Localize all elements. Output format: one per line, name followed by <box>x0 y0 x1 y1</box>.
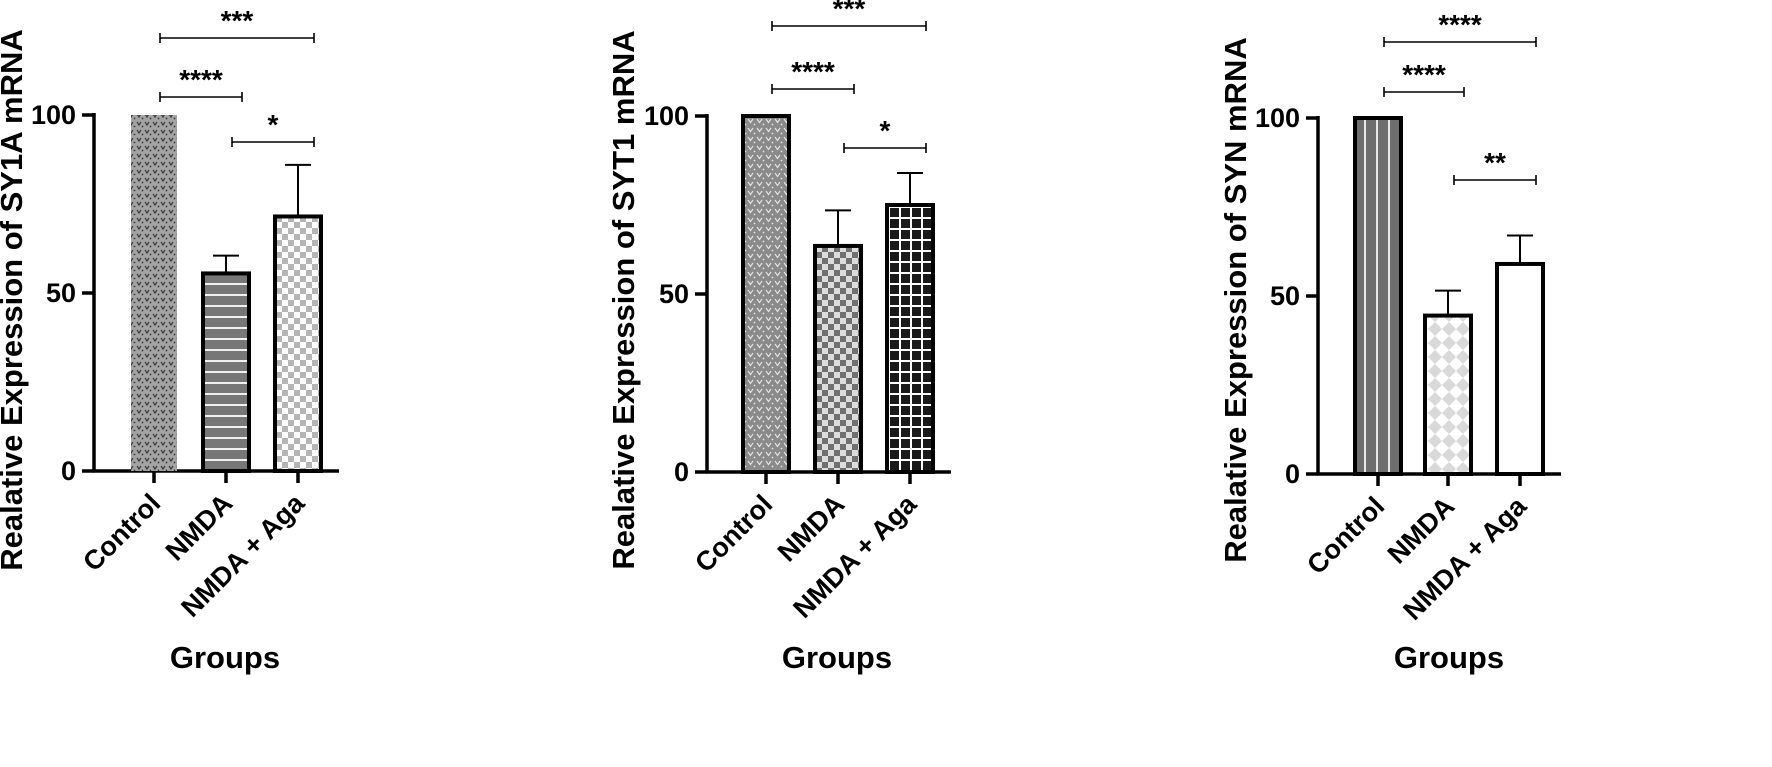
x-axis-title: Groups <box>1394 640 1504 675</box>
chart-panel-syt1: Realative Expression of SYT1 mRNA Groups… <box>606 0 951 675</box>
bar-control <box>741 114 791 474</box>
y-axis-title: Realative Expression of SYN mRNA <box>1218 37 1253 562</box>
y-tick-label: 50 <box>659 279 689 309</box>
y-tick-label: 100 <box>644 101 689 131</box>
significance-bracket <box>231 137 315 147</box>
significance-label: *** <box>833 0 866 24</box>
chart-panel-sy1a: Realative Expression of SY1A mRNA Groups… <box>0 5 339 675</box>
x-category-label: Control <box>1301 491 1390 580</box>
chart-panel-syn: Realative Expression of SYN mRNA Groups … <box>1218 9 1561 675</box>
significance-bracket <box>159 92 243 102</box>
bar-nmda <box>813 243 863 474</box>
significance-label: **** <box>791 56 835 87</box>
significance-bracket <box>1383 87 1465 97</box>
x-axis-title: Groups <box>782 640 892 675</box>
significance-label: **** <box>179 64 223 95</box>
bar-control <box>131 115 177 471</box>
y-tick-label: 0 <box>61 456 76 486</box>
significance-bracket <box>159 33 315 43</box>
significance-label: **** <box>1402 59 1446 90</box>
bar-nmda-aga <box>885 203 935 474</box>
y-tick-label: 50 <box>46 278 76 308</box>
y-tick-label: 0 <box>674 457 689 487</box>
significance-label: ** <box>1484 147 1506 178</box>
significance-bracket <box>843 143 927 153</box>
y-tick-label: 100 <box>31 100 76 130</box>
y-axis-title: Realative Expression of SYT1 mRNA <box>606 30 641 569</box>
bar-nmda-aga <box>273 214 323 473</box>
significance-bracket <box>771 84 855 94</box>
x-category-label: Control <box>77 488 166 577</box>
bar-nmda-aga <box>1495 261 1545 476</box>
significance-label: **** <box>1438 9 1482 40</box>
bar-nmda <box>1423 313 1473 476</box>
significance-bracket <box>771 21 927 31</box>
y-tick-label: 0 <box>1285 459 1300 489</box>
x-category-label: NMDA + Aga <box>175 487 311 623</box>
y-tick-label: 100 <box>1255 103 1300 133</box>
significance-label: *** <box>221 5 254 36</box>
x-category-label: Control <box>689 489 778 578</box>
significance-bracket <box>1383 37 1537 47</box>
significance-label: * <box>880 115 891 146</box>
significance-bracket <box>1453 175 1537 185</box>
x-category-label: NMDA + Aga <box>787 488 923 624</box>
y-tick-label: 50 <box>1270 281 1300 311</box>
bar-control <box>1353 116 1403 476</box>
x-category-label: NMDA + Aga <box>1397 490 1533 626</box>
y-axis-title: Realative Expression of SY1A mRNA <box>0 29 29 571</box>
significance-label: * <box>268 109 279 140</box>
x-axis-title: Groups <box>170 640 280 675</box>
bar-nmda <box>201 271 251 474</box>
